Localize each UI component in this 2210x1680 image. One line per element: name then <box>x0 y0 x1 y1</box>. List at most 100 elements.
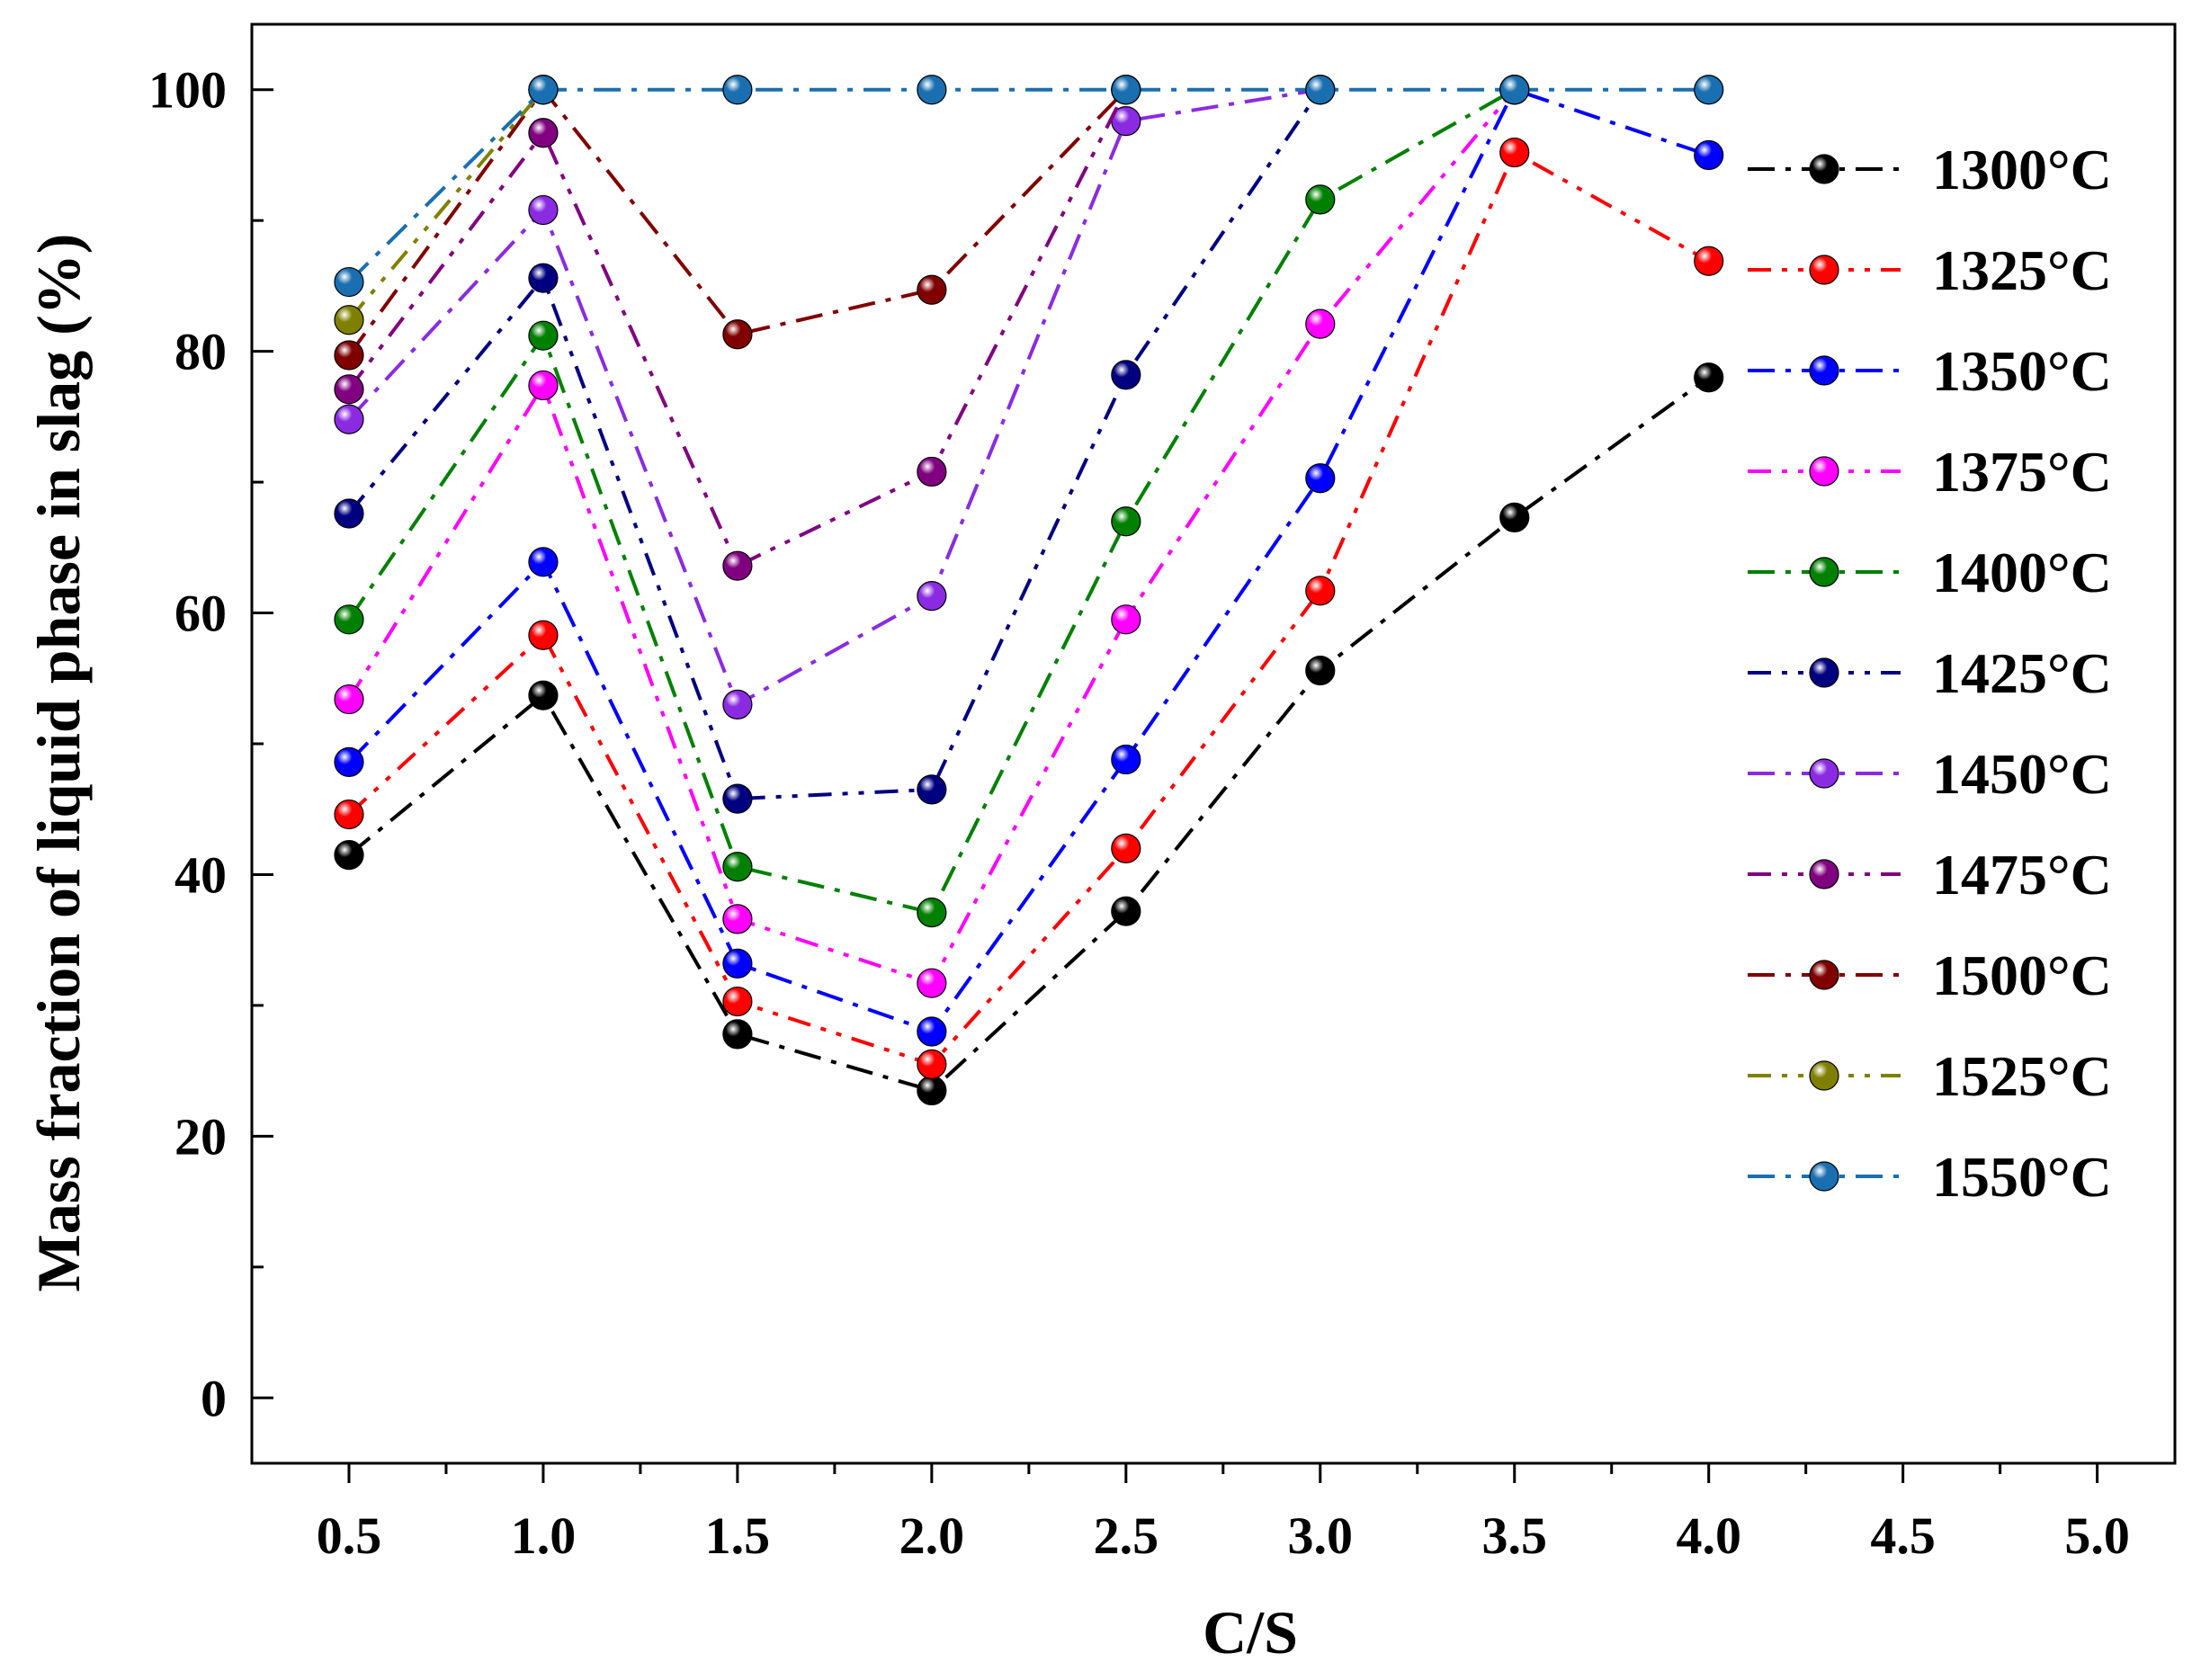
data-point <box>917 1016 947 1047</box>
legend-label: 1400°C <box>1932 541 2112 604</box>
data-point <box>528 263 559 293</box>
data-point <box>334 374 364 405</box>
legend-marker <box>1809 1161 1839 1192</box>
series-line <box>347 87 1709 283</box>
data-point <box>722 1019 753 1050</box>
y-tick-label: 80 <box>174 323 227 381</box>
data-point <box>1305 308 1336 339</box>
data-point <box>917 774 947 805</box>
legend-label: 1300°C <box>1932 138 2112 201</box>
data-point <box>334 404 364 434</box>
data-point <box>334 266 364 298</box>
data-point <box>917 898 947 928</box>
data-point <box>1694 75 1724 105</box>
data-point <box>1305 75 1336 105</box>
y-axis-title: Mass fraction of liquid phase in slag (%… <box>24 234 93 1292</box>
axis-ticks: 0.5 1.0 1.5 2.0 2.5 3.0 3.5 4.0 4.5 5.0 0 20 40 60 80 1… <box>148 61 2130 1565</box>
legend-marker <box>1809 1060 1839 1091</box>
data-point <box>528 75 559 105</box>
x-tick-label: 1.0 <box>511 1506 577 1565</box>
series-line <box>347 376 1710 1093</box>
legend-marker <box>1809 657 1839 688</box>
data-point <box>528 320 559 351</box>
data-point <box>334 340 364 371</box>
data-point <box>917 1049 947 1079</box>
legend-label: 1450°C <box>1932 742 2112 806</box>
data-point <box>917 456 947 487</box>
y-tick-label: 100 <box>148 61 227 120</box>
y-tick-label: 60 <box>174 585 227 643</box>
legend-label: 1525°C <box>1932 1044 2112 1108</box>
legend-item: 1475°C <box>1748 843 2112 907</box>
x-tick-label: 2.5 <box>1094 1506 1159 1565</box>
series-1500°C <box>334 75 1141 371</box>
series-line <box>347 88 1517 986</box>
y-tick-label: 20 <box>174 1107 227 1166</box>
x-tick-label: 4.5 <box>1870 1506 1936 1565</box>
data-point <box>722 904 753 934</box>
legend-marker <box>1809 154 1839 184</box>
data-point <box>1111 744 1141 775</box>
legend-marker <box>1809 557 1839 587</box>
data-point <box>1499 137 1530 168</box>
data-point <box>1305 655 1336 686</box>
data-point <box>334 604 364 635</box>
data-point <box>722 948 753 979</box>
legend-marker <box>1809 960 1839 990</box>
data-point <box>334 799 364 830</box>
data-point <box>1111 506 1141 537</box>
data-point <box>528 547 559 577</box>
data-point <box>1694 139 1724 171</box>
legend-item: 1375°C <box>1748 440 2112 504</box>
data-point <box>334 840 364 871</box>
data-point <box>334 498 364 529</box>
series-line <box>347 88 545 321</box>
legend-item: 1525°C <box>1748 1044 2112 1108</box>
legend-item: 1325°C <box>1748 238 2112 302</box>
legend-label: 1325°C <box>1932 238 2112 302</box>
y-tick-label: 0 <box>201 1369 227 1427</box>
x-tick-label: 5.0 <box>2064 1506 2130 1565</box>
data-point <box>1111 896 1141 926</box>
data-point <box>722 75 753 105</box>
legend-item: 1550°C <box>1748 1145 2112 1209</box>
x-tick-label: 3.0 <box>1288 1506 1354 1565</box>
data-point <box>1305 463 1336 494</box>
x-axis-title: C/S <box>1203 1598 1298 1667</box>
data-point <box>722 852 753 882</box>
legend-label: 1550°C <box>1932 1145 2112 1209</box>
data-point <box>722 783 753 814</box>
x-tick-label: 0.5 <box>317 1506 382 1565</box>
legend-item: 1425°C <box>1748 641 2112 705</box>
data-point <box>917 581 947 612</box>
data-point <box>334 746 364 777</box>
data-point <box>917 274 947 305</box>
data-point <box>334 684 364 715</box>
data-point <box>722 689 753 719</box>
legend-marker <box>1809 255 1839 285</box>
data-point <box>1499 502 1530 532</box>
data-point <box>528 680 559 710</box>
plot-frame <box>250 22 2177 1465</box>
y-tick-label: 40 <box>174 845 227 904</box>
series-1375°C <box>334 75 1530 998</box>
series-1550°C <box>334 75 1724 298</box>
series-1325°C <box>334 137 1724 1079</box>
legend-marker <box>1809 456 1839 487</box>
legend-label: 1425°C <box>1932 641 2112 705</box>
legend-item: 1300°C <box>1748 138 2112 201</box>
data-point <box>528 620 559 650</box>
series-1425°C <box>334 75 1336 814</box>
legend-marker <box>1809 859 1839 889</box>
data-point <box>1111 833 1141 863</box>
data-point <box>722 319 753 350</box>
legend-item: 1500°C <box>1748 943 2112 1007</box>
legend-marker <box>1809 758 1839 789</box>
data-point <box>917 968 947 998</box>
legend-item: 1400°C <box>1748 541 2112 604</box>
legend-label: 1475°C <box>1932 843 2112 907</box>
series-line <box>347 88 1322 801</box>
data-point <box>1305 184 1336 215</box>
legend: 1300°C 1325°C 1350°C 1375°C 1400°C 1425°C 1450… <box>1748 138 2112 1209</box>
data-point <box>1694 362 1724 393</box>
